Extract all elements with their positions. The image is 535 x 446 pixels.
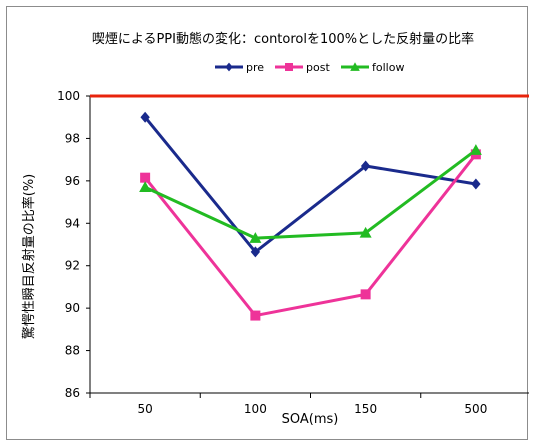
chart-title: 喫煙によるPPI動態の変化：contorolを100%とした反射量の比率 bbox=[92, 31, 474, 47]
series-line-follow bbox=[144, 148, 477, 240]
data-point-pre bbox=[471, 178, 481, 190]
legend-label-follow: follow bbox=[372, 61, 404, 74]
y-tick-label: 88 bbox=[65, 344, 80, 358]
legend-marker-pre bbox=[225, 62, 233, 72]
x-tick-label: 100 bbox=[244, 402, 267, 416]
x-tick-label: 50 bbox=[137, 402, 152, 416]
data-point-post bbox=[140, 172, 151, 183]
data-point-post bbox=[250, 310, 261, 321]
y-tick-label: 98 bbox=[65, 131, 80, 145]
data-point-pre bbox=[140, 111, 150, 123]
x-axis: 50 100 150 500 bbox=[89, 392, 529, 416]
y-tick-label: 92 bbox=[65, 259, 80, 273]
chart-frame: 喫煙によるPPI動態の変化：contorolを100%とした反射量の比率 pre… bbox=[6, 6, 529, 440]
data-point-post bbox=[360, 289, 371, 300]
legend-marker-follow bbox=[350, 62, 360, 71]
x-tick-label: 150 bbox=[354, 402, 377, 416]
data-point-follow bbox=[249, 232, 262, 243]
data-point-follow bbox=[139, 181, 152, 193]
data-point-follow bbox=[469, 144, 482, 155]
y-tick-label: 94 bbox=[65, 216, 80, 230]
y-tick-label: 100 bbox=[57, 89, 80, 103]
series-group bbox=[139, 111, 482, 321]
legend: pre post follow bbox=[215, 61, 404, 74]
data-point-pre bbox=[250, 246, 261, 258]
series-line-pre bbox=[143, 116, 477, 254]
legend-label-post: post bbox=[306, 61, 330, 74]
x-tick-label: 500 bbox=[464, 402, 487, 416]
y-axis: 86 88 90 92 94 96 98 100 bbox=[57, 89, 91, 400]
line-chart: 喫煙によるPPI動態の変化：contorolを100%とした反射量の比率 pre… bbox=[21, 31, 529, 427]
y-tick-label: 90 bbox=[65, 301, 80, 315]
legend-label-pre: pre bbox=[246, 61, 264, 74]
x-axis-title: SOA(ms) bbox=[282, 412, 339, 427]
data-point-pre bbox=[360, 160, 371, 172]
data-point-follow bbox=[359, 226, 372, 238]
y-tick-label: 86 bbox=[65, 386, 80, 400]
y-tick-label: 96 bbox=[65, 174, 80, 188]
legend-marker-post bbox=[285, 63, 293, 71]
y-axis-title: 驚愕性瞬目反射量の比率(%) bbox=[21, 174, 37, 340]
series-line-post bbox=[143, 153, 478, 318]
